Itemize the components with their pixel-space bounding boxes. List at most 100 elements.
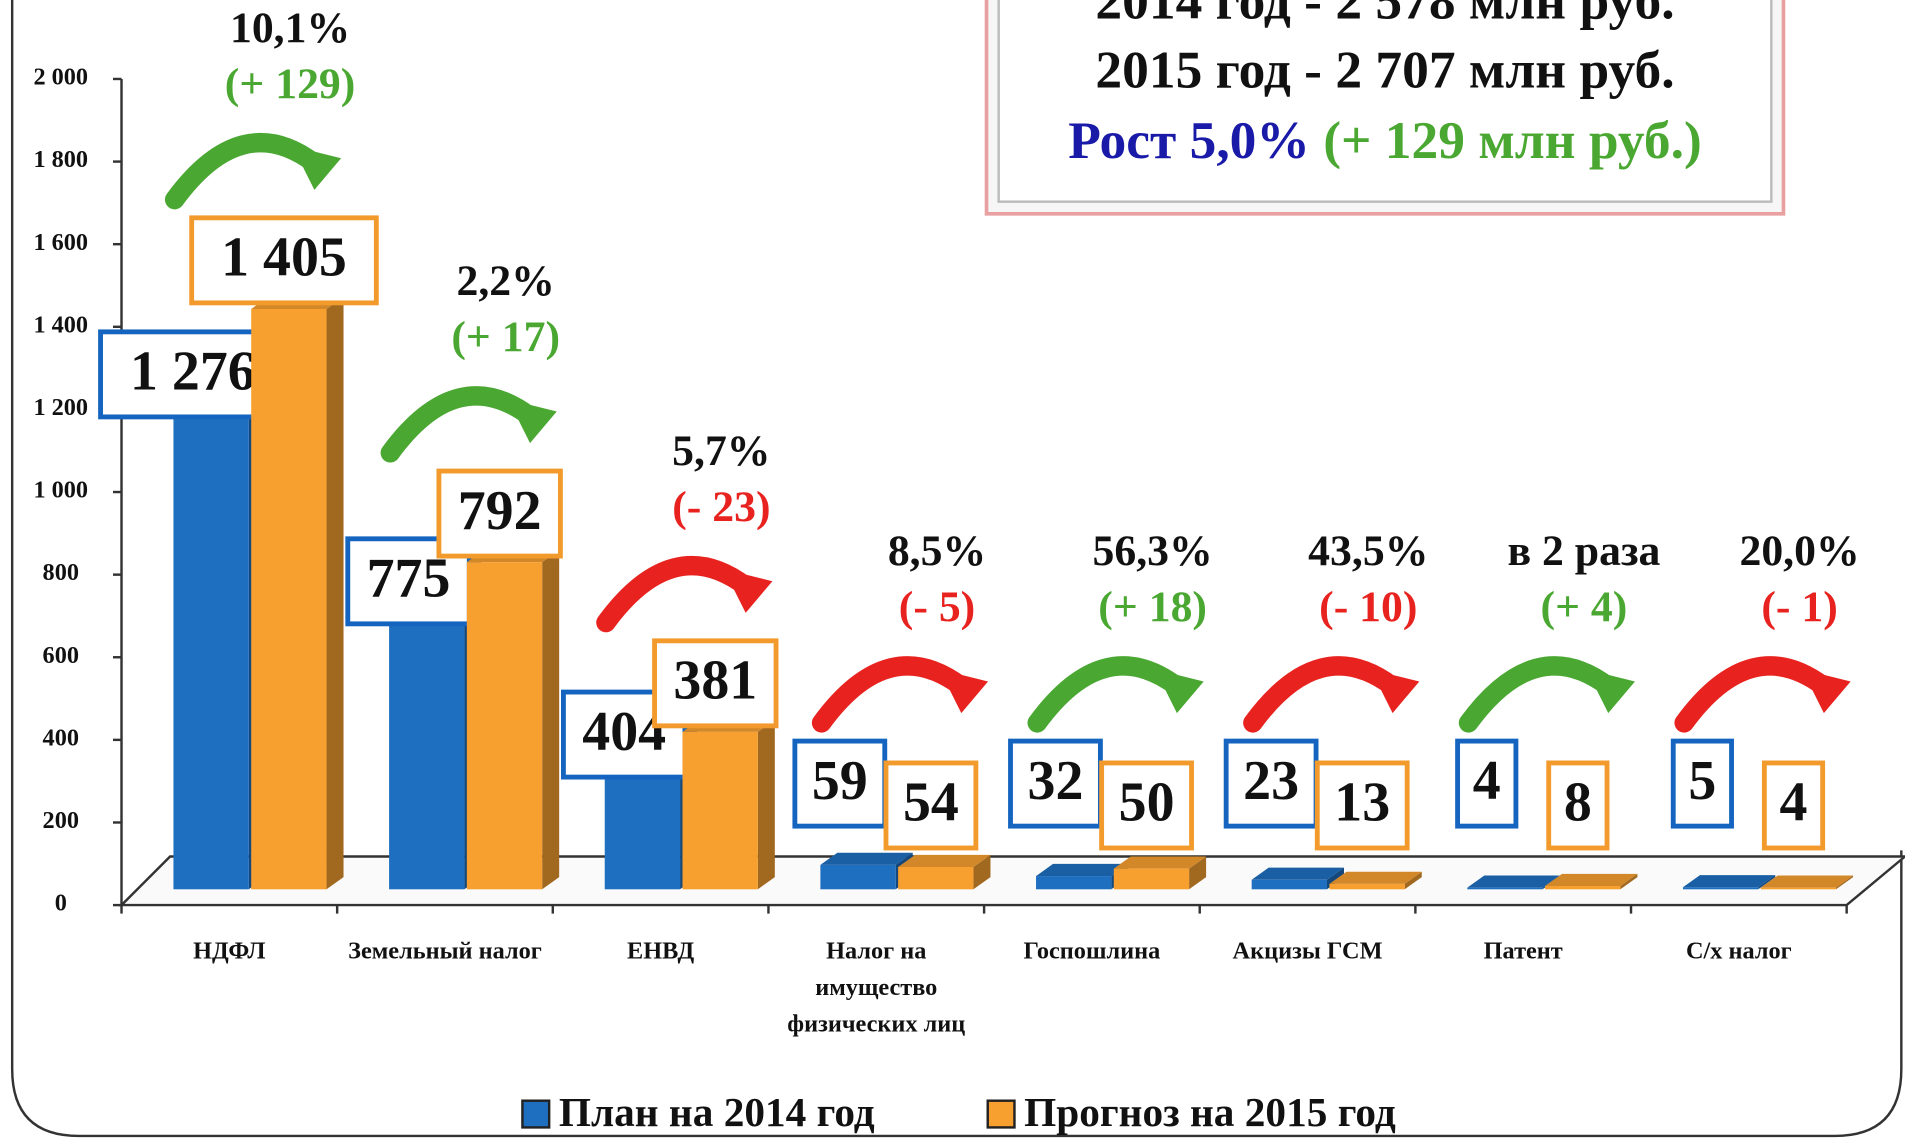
bar [1329, 883, 1405, 890]
x-tick-label: Налог на имущество физических лиц [787, 937, 966, 1038]
bar [1113, 868, 1190, 890]
bar [1760, 887, 1837, 890]
x-label-box: НДФЛ [193, 938, 265, 965]
bar-side [973, 854, 991, 890]
change-value: (- 5) [899, 583, 975, 631]
x-label-box: Госпошлина [1023, 937, 1161, 965]
value-label: 404 [582, 701, 666, 763]
value-label-box [1223, 738, 1319, 829]
y-tick-label: 800 [43, 559, 79, 586]
x-tick-label: Акцизы ГСМ [1232, 937, 1383, 965]
change-arrow-head [508, 399, 557, 444]
change-percent: 10,1% [230, 4, 350, 52]
bar [1036, 876, 1112, 890]
change-value: (- 10) [1319, 583, 1417, 631]
change-value: (+ 17) [451, 313, 560, 361]
value-label: 381 [673, 650, 757, 712]
growth-change: (+ 129 млн руб.) [1323, 110, 1702, 170]
bar-side [1836, 875, 1854, 890]
summary-line: 2014 год - 2 578 млн руб. [1095, 0, 1674, 30]
bar [173, 362, 249, 890]
bar [1545, 885, 1621, 890]
value-label: 13 [1334, 772, 1390, 834]
legend-label: Прогноз на 2015 год [1024, 1089, 1396, 1135]
bar [1467, 887, 1543, 890]
value-label: 23 [1243, 750, 1299, 812]
bar-side [326, 296, 344, 890]
y-tick-label: 1 000 [33, 477, 88, 504]
value-label-box [1008, 738, 1103, 829]
value-label: 32 [1028, 750, 1084, 812]
change-percent: 2,2% [457, 257, 555, 305]
x-tick-label: Земельный налог [348, 937, 542, 965]
value-label-box [189, 215, 379, 306]
bar-top [1251, 867, 1344, 880]
y-tick-label: 200 [43, 807, 79, 834]
bar [898, 866, 974, 890]
value-label: 1 405 [221, 227, 347, 289]
bar-top [1113, 856, 1207, 869]
x-label-box: С/х налог [1686, 938, 1792, 965]
change-value: (+ 4) [1541, 583, 1628, 631]
x-label-box: Налог на имущество физических лиц [787, 937, 966, 1038]
bar-top [820, 852, 913, 865]
value-label: 4 [1780, 772, 1808, 834]
value-label-box [1670, 738, 1734, 829]
x-label-box: Акцизы ГСМ [1232, 937, 1383, 965]
legend-swatch [521, 1099, 551, 1129]
bar-top [1682, 875, 1776, 888]
change-arrow [1458, 656, 1618, 733]
growth: Рост 5,0% [1068, 110, 1310, 170]
change-arrow-head [723, 569, 773, 613]
change-arrow [1674, 656, 1834, 733]
bar-top [1760, 875, 1854, 888]
y-tick-label: 2 000 [33, 64, 88, 91]
bar [1682, 887, 1759, 890]
frame [10, 0, 1903, 1138]
bar-side [1189, 856, 1207, 890]
change-arrow-head [1370, 669, 1420, 714]
change-arrow [164, 132, 325, 210]
change-arrow-head [1586, 669, 1635, 714]
change-arrow [380, 386, 540, 463]
x-tick-label: Патент [1483, 937, 1563, 965]
value-label: 792 [458, 480, 542, 542]
x-label-box: Земельный налог [348, 937, 542, 965]
bar-side [1758, 875, 1776, 890]
y-tick-label: 1 200 [33, 394, 88, 421]
bar-side [542, 550, 560, 890]
change-arrow-head [1155, 669, 1204, 714]
bar-side [1620, 873, 1638, 890]
bar-top [898, 854, 991, 867]
summary-inner [997, 0, 1773, 203]
y-tick-label: 1 600 [33, 229, 88, 256]
value-label: 8 [1564, 772, 1592, 834]
change-percent: 20,0% [1739, 527, 1859, 575]
change-percent: в 2 раза [1507, 527, 1660, 575]
value-label: 775 [367, 548, 451, 610]
value-label: 5 [1688, 750, 1716, 812]
change-percent: 5,7% [672, 427, 770, 475]
y-tick-label: 0 [55, 890, 67, 917]
value-label-box [652, 638, 779, 729]
value-label-box [883, 760, 979, 851]
bar [820, 864, 896, 890]
change-arrow [1243, 656, 1403, 733]
x-tick-label: Госпошлина [1023, 937, 1161, 965]
value-label-box [1455, 738, 1519, 829]
value-label: 1 276 [130, 341, 256, 403]
change-value: (+ 129) [225, 60, 356, 108]
bar [466, 562, 543, 890]
summary-growth: Рост 5,0% (+ 129 млн руб.) [1068, 110, 1702, 170]
value-label: 50 [1119, 772, 1175, 834]
bar-side [757, 719, 775, 890]
bar [251, 308, 327, 890]
change-percent: 56,3% [1093, 527, 1213, 575]
bar-top [1329, 871, 1422, 884]
value-label-box [1099, 760, 1194, 851]
value-label-box [1546, 760, 1610, 851]
x-label-box: Патент [1483, 937, 1563, 965]
change-arrow [811, 656, 972, 733]
x-tick-label: ЕНВД [627, 937, 695, 965]
